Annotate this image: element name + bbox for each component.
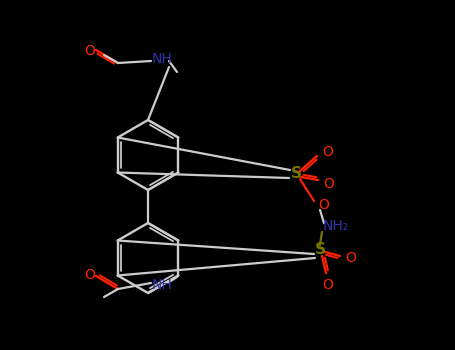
Text: NH₂: NH₂ xyxy=(323,219,349,233)
Text: O: O xyxy=(324,177,334,191)
Text: O: O xyxy=(323,278,334,292)
Text: O: O xyxy=(85,268,96,282)
Text: NH: NH xyxy=(152,52,172,66)
Text: NH: NH xyxy=(152,278,172,292)
Text: O: O xyxy=(85,44,96,58)
Text: S: S xyxy=(290,167,302,182)
Text: O: O xyxy=(345,251,356,265)
Text: S: S xyxy=(314,243,325,258)
Text: O: O xyxy=(318,198,329,212)
Text: O: O xyxy=(323,145,334,159)
